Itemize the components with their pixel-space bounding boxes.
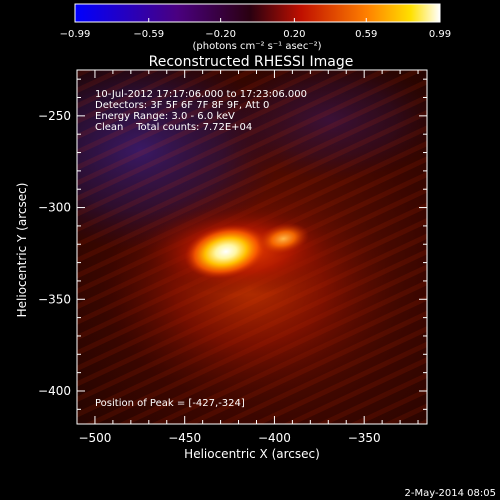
annotation-detectors: Detectors: 3F 5F 6F 7F 8F 9F, Att 0 <box>95 100 269 111</box>
annotation-time: 10-Jul-2012 17:17:06.000 to 17:23:06.000 <box>95 89 307 100</box>
source-secondary <box>257 223 310 255</box>
colorbar-tick-label: −0.20 <box>205 29 236 40</box>
x-axis-ticks: −500 −450 −400 −350 <box>78 70 419 445</box>
chart-title: Reconstructed RHESSI Image <box>149 54 354 70</box>
colorbar <box>74 3 441 23</box>
y-tick-label: −350 <box>38 292 71 306</box>
annotation-peak-position: Position of Peak = [-427,-324] <box>95 398 245 409</box>
y-axis-ticks: −250 −300 −350 −400 <box>38 78 427 410</box>
x-tick-label: −450 <box>168 431 201 445</box>
y-tick-label: −300 <box>38 201 71 215</box>
annotation-clean: Clean Total counts: 7.72E+04 <box>95 122 252 133</box>
colorbar-tick-label: −0.99 <box>60 29 91 40</box>
x-tick-label: −500 <box>78 431 111 445</box>
colorbar-tick-label: 0.59 <box>355 29 377 40</box>
x-tick-label: −350 <box>348 431 381 445</box>
x-tick-label: −400 <box>258 431 291 445</box>
x-axis-label: Heliocentric X (arcsec) <box>184 447 320 461</box>
sources-layer <box>184 223 310 279</box>
y-tick-label: −250 <box>38 109 71 123</box>
source-peak <box>184 224 268 279</box>
colorbar-tick-label: 0.99 <box>429 29 451 40</box>
plot-frame <box>76 69 428 425</box>
colorbar-tick-label: 0.20 <box>283 29 305 40</box>
footer-date: 2-May-2014 08:05 <box>404 488 496 499</box>
y-tick-label: −400 <box>38 384 71 398</box>
colorbar-units-label: (photons cm⁻² s⁻¹ asec⁻²) <box>192 41 321 52</box>
heatmap-image <box>77 70 427 424</box>
annotation-energy: Energy Range: 3.0 - 6.0 keV <box>95 111 235 122</box>
colorbar-ticks: −0.99 −0.59 −0.20 0.20 0.59 0.99 <box>60 18 451 40</box>
colorbar-tick-label: −0.59 <box>133 29 164 40</box>
y-axis-label: Heliocentric Y (arcsec) <box>15 183 29 318</box>
